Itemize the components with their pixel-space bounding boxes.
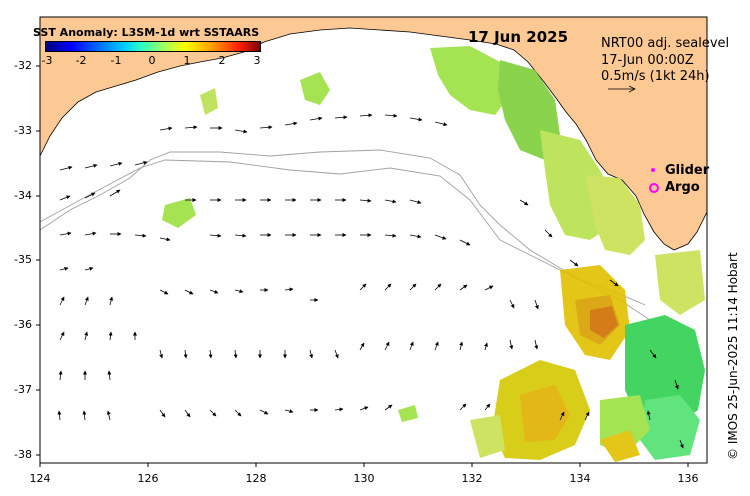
glider-legend-label: Glider	[665, 163, 710, 178]
longitude-label: 128	[245, 472, 267, 485]
map-border	[39, 16, 708, 464]
colorbar-tick: 0	[148, 54, 156, 67]
latitude-label: -33	[14, 124, 32, 137]
bathymetry-contour	[39, 149, 651, 321]
latitude-label: -37	[14, 383, 32, 396]
latitude-label: -35	[14, 253, 32, 266]
current-vectors	[57, 113, 684, 449]
longitude-label: 136	[677, 472, 699, 485]
longitude-label: 134	[569, 472, 591, 485]
product-label: NRT00 adj. sealevel	[601, 36, 730, 51]
colorbar-tick: -2	[75, 54, 87, 67]
latitude-label: -32	[14, 59, 32, 72]
longitude-label: 132	[461, 472, 483, 485]
colorbar-tick: 2	[218, 54, 226, 67]
latitude-label: -34	[14, 189, 32, 202]
latitude-label: -38	[14, 448, 32, 461]
glider-marker-icon	[651, 168, 655, 172]
scale-label: 0.5m/s (1kt 24h)	[601, 69, 710, 84]
land-mass	[39, 16, 708, 251]
sst-anomaly-colorbar	[45, 41, 261, 52]
sst-anomaly-patches	[162, 46, 705, 462]
time-label: 17-Jun 00:00Z	[601, 53, 694, 68]
colorbar-tick: 1	[183, 54, 191, 67]
argo-legend-label: Argo	[665, 180, 700, 195]
argo-marker-icon	[649, 183, 659, 193]
colorbar-tick: 3	[253, 54, 261, 67]
colorbar-tick: -3	[41, 54, 53, 67]
longitude-label: 130	[353, 472, 375, 485]
map-date: 17 Jun 2025	[468, 28, 569, 46]
latitude-label: -36	[14, 318, 32, 331]
credit-text: © IMOS 25-Jun-2025 11:14 Hobart	[726, 252, 740, 460]
map-title: SST Anomaly: L3SM-1d wrt SSTAARS	[33, 26, 260, 39]
reference-arrow-icon	[608, 85, 636, 93]
longitude-label: 124	[29, 472, 51, 485]
axis-ticks	[36, 65, 689, 467]
longitude-label: 126	[137, 472, 159, 485]
colorbar-tick: -1	[110, 54, 122, 67]
